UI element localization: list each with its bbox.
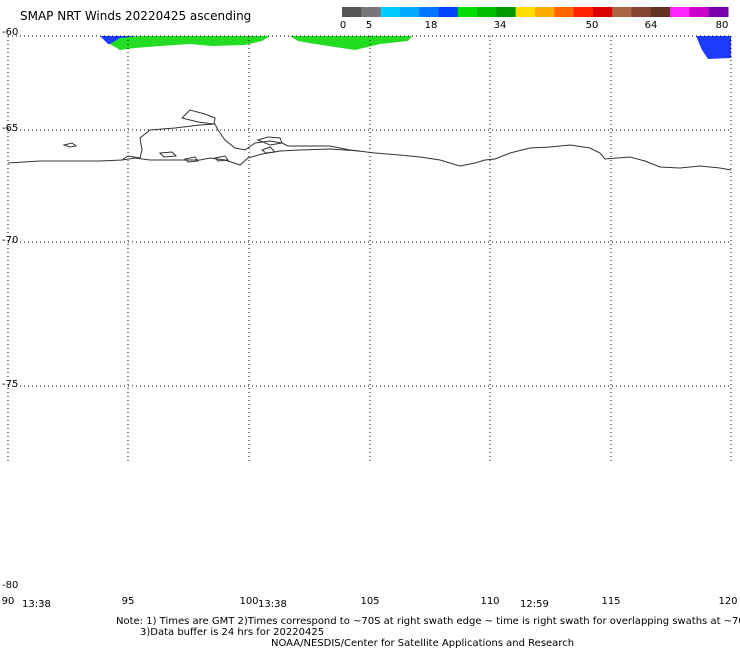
- colorbar: [342, 7, 729, 17]
- swath-time-label: 12:59: [520, 599, 549, 610]
- colorbar-label: 18: [424, 20, 438, 31]
- colorbar-segment: [554, 7, 575, 17]
- note-line-3: NOAA/NESDIS/Center for Satellite Applica…: [271, 638, 575, 649]
- lon-label-120: 120: [718, 596, 738, 607]
- colorbar-segment: [631, 7, 652, 17]
- lon-label-95: 95: [121, 596, 135, 607]
- lon-label-90: 90: [1, 596, 15, 607]
- island-a: [181, 109, 216, 125]
- swath-time-label: 13:38: [258, 599, 287, 610]
- lon-label-115: 115: [601, 596, 621, 607]
- lat-label-70: -70: [2, 235, 19, 246]
- colorbar-segment: [592, 7, 613, 17]
- colorbar-segment: [689, 7, 710, 17]
- colorbar-segment: [535, 7, 555, 17]
- colorbar-label: 5: [365, 20, 373, 31]
- lon-label-105: 105: [360, 596, 380, 607]
- colorbar-label: 80: [715, 20, 729, 31]
- colorbar-segment: [477, 7, 497, 17]
- colorbar-label: 64: [644, 20, 658, 31]
- colorbar-segment: [438, 7, 459, 17]
- colorbar-segment: [496, 7, 517, 17]
- coast-lower-edge: [121, 148, 361, 166]
- island-e: [260, 146, 277, 154]
- lat-label-80: -80: [2, 580, 19, 591]
- colorbar-segment: [573, 7, 594, 17]
- swath-green-left: [110, 36, 270, 50]
- colorbar-segment: [457, 7, 478, 17]
- graticule: [7, 35, 732, 463]
- wind-swaths: [100, 36, 731, 59]
- colorbar-segment: [650, 7, 671, 17]
- island-d: [256, 136, 283, 146]
- lon-label-110: 110: [480, 596, 500, 607]
- colorbar-label: 34: [493, 20, 507, 31]
- coastline: [7, 109, 732, 171]
- island-g: [213, 155, 229, 162]
- colorbar-segment: [361, 7, 382, 17]
- island-c: [158, 151, 178, 158]
- colorbar-segment: [670, 7, 690, 17]
- island-b: [62, 142, 78, 148]
- map-title: SMAP NRT Winds 20220425 ascending: [20, 9, 252, 23]
- lat-label-65: -65: [2, 123, 19, 134]
- lat-label-60: -60: [2, 27, 19, 38]
- colorbar-segment: [515, 7, 536, 17]
- colorbar-segment: [399, 7, 420, 17]
- colorbar-label: 50: [585, 20, 599, 31]
- island-f: [183, 156, 199, 163]
- note-line-2: 3)Data buffer is 24 hrs for 20220425: [140, 627, 325, 638]
- colorbar-segment: [380, 7, 401, 17]
- colorbar-segment: [612, 7, 632, 17]
- swath-time-label: 13:38: [22, 599, 51, 610]
- antarctic-coast: [7, 123, 732, 171]
- swath-blue-right: [696, 36, 731, 59]
- note-line-1: Note: 1) Times are GMT 2)Times correspon…: [116, 616, 740, 627]
- colorbar-segment: [419, 7, 439, 17]
- swath-green-mid: [290, 36, 412, 50]
- lon-label-100: 100: [239, 596, 259, 607]
- colorbar-segment: [342, 7, 362, 17]
- colorbar-segment: [708, 7, 729, 17]
- colorbar-label: 0: [339, 20, 347, 31]
- lat-label-75: -75: [2, 379, 19, 390]
